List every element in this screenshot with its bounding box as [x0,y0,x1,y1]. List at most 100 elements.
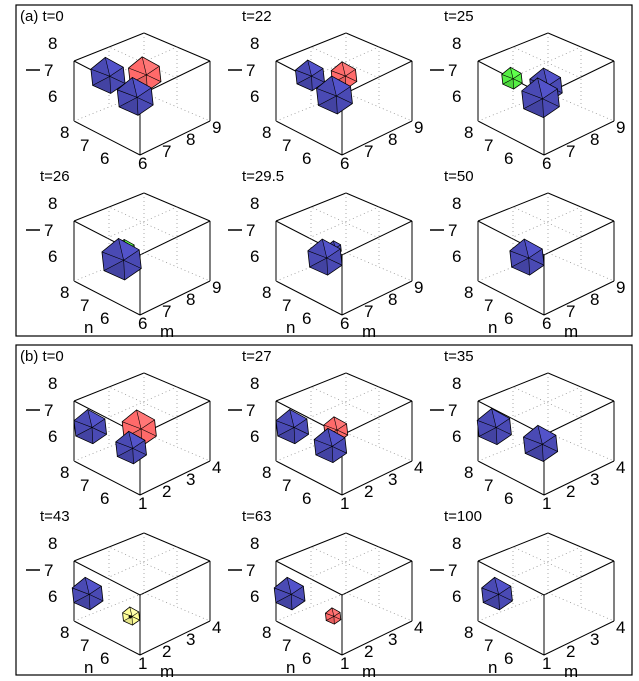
polyhedron-blue-edge [123,259,142,269]
z-tick: 6 [48,247,57,266]
polyhedron-blue-edge [274,587,292,595]
polyhedron-green-face-top [509,66,522,80]
polyhedron-red-face-top [141,56,160,76]
polyhedron-blue-face-bottom [510,257,530,276]
y-tick: 7 [282,136,291,155]
polyhedron-green-edge [501,74,514,80]
cube-edge [73,460,141,496]
z-tick: 7 [448,61,457,80]
polyhedron-blue-face-top [327,427,346,447]
polyhedron-blue-face-bottom [524,443,544,462]
polyhedron-red-edge [333,616,341,620]
polyhedron-green [501,66,523,90]
polyhedron-blue-face-bottom [116,447,134,465]
cube-edge [543,280,615,316]
polyhedron-blue-edge [498,594,513,602]
z-tick: 8 [48,534,57,553]
y-tick: 6 [504,649,513,668]
x-tick: 4 [212,618,221,637]
polyhedron-blue-edge [117,89,138,98]
y-tick: 8 [262,123,271,142]
polyhedron-blue-edge [275,420,295,428]
y-tick: 6 [302,649,311,668]
polyhedron-blue-edge [115,441,133,449]
polyhedron-blue [73,408,107,445]
y-tick: 8 [464,463,473,482]
polyhedron-green-edge [512,78,523,84]
cube-edge [341,120,413,156]
panel-border [15,344,633,676]
polyhedron-red-face-bottom [325,615,335,625]
z-tick: 6 [48,427,57,446]
axis-label-n: n [84,658,93,677]
y-tick: 6 [504,489,513,508]
cube-edge [139,280,211,316]
time-label: t=27 [242,348,272,365]
polyhedron-blue-face-bottom [103,259,126,281]
polyhedron-red-edge [345,75,357,82]
cube-edge [139,220,211,256]
polyhedron-red-edge [331,70,346,77]
x-tick: 6 [542,314,551,333]
polyhedron-blue-face-top [131,76,152,98]
z-tick: 8 [250,194,259,213]
y-tick: 7 [282,296,291,315]
grid-line [310,546,380,579]
y-tick: 7 [282,636,291,655]
polyhedron-blue-edge [136,97,154,106]
z-tick: 8 [452,34,461,53]
polyhedron-blue-edge [528,257,545,266]
polyhedron-blue-edge [521,90,543,100]
x-tick: 2 [566,642,575,661]
cube-edge [477,120,545,156]
y-tick: 8 [60,283,69,302]
z-tick: 8 [452,374,461,393]
polyhedron-blue-edge [509,250,529,259]
x-tick: 3 [590,470,599,489]
time-label: t=22 [242,8,272,25]
time-label: t=29.5 [242,168,284,185]
polyhedron-blue-face-bottom [296,75,313,92]
polyhedron-blue-edge [89,594,104,602]
grid-line [310,206,380,239]
z-tick: 6 [250,427,259,446]
polyhedron-blue-edge [72,587,90,595]
polyhedron-blue-face-top [542,67,562,87]
grid-line [275,592,347,622]
polyhedron-blue-edge [542,444,558,452]
x-tick: 9 [414,118,423,137]
x-tick: 4 [414,458,423,477]
polyhedron-blue-face-top [84,576,102,595]
polyhedron-blue-edge [336,95,353,104]
z-tick: 6 [250,247,259,266]
grid-line [477,592,549,622]
grid-line [310,46,380,79]
time-label: (b) t=0 [20,348,64,365]
x-tick: 7 [162,302,171,321]
grid-line [512,46,582,79]
x-tick: 6 [138,154,147,173]
grid-line [310,386,380,419]
polyhedron-blue-face-bottom [482,593,500,611]
cube-edge [341,620,413,656]
polyhedron-yellow-edge [131,616,140,621]
y-tick: 6 [100,309,109,328]
polyhedron-red-face-top [333,416,348,431]
x-tick: 2 [364,642,373,661]
y-tick: 6 [100,649,109,668]
z-tick: 7 [246,221,255,240]
cube-edge [341,280,413,316]
time-label: t=25 [444,8,474,25]
y-tick: 7 [80,476,89,495]
z-tick: 6 [250,87,259,106]
axis-label-n: n [286,318,295,337]
axis-label-m: m [160,662,174,681]
y-tick: 7 [484,296,493,315]
